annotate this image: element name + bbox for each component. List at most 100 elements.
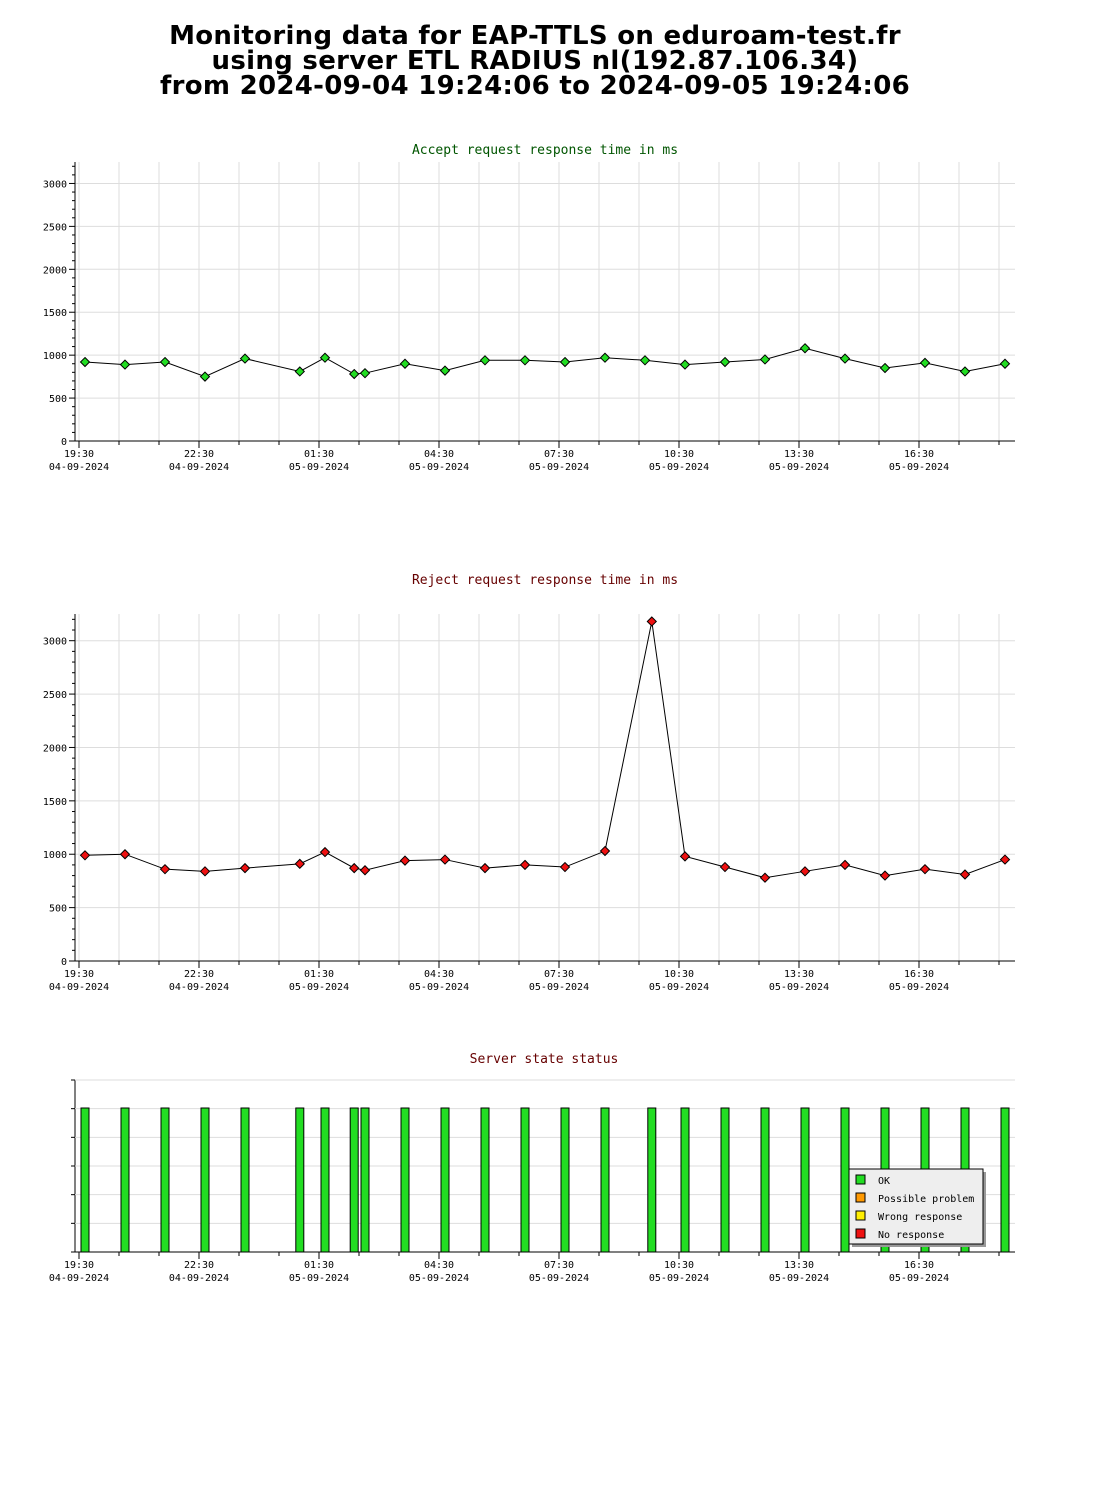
data-point xyxy=(239,353,251,364)
data-point xyxy=(479,355,491,366)
data-point xyxy=(879,362,891,374)
x-tick-label-time: 13:30 xyxy=(784,1260,814,1271)
y-tick-label: 1500 xyxy=(43,797,67,808)
x-tick-label-time: 01:30 xyxy=(304,969,334,980)
data-point xyxy=(359,865,371,876)
y-tick-label: 3000 xyxy=(43,179,67,190)
legend-swatch xyxy=(855,1228,866,1239)
x-tick-label-time: 01:30 xyxy=(304,1260,334,1271)
status-bar xyxy=(560,1107,570,1253)
y-tick-label: 2000 xyxy=(43,743,67,754)
data-point xyxy=(559,861,571,873)
legend-swatch xyxy=(855,1210,866,1221)
status-bar xyxy=(840,1107,850,1253)
status-bar xyxy=(440,1107,450,1253)
data-point xyxy=(439,854,451,865)
x-tick-label-date: 05-09-2024 xyxy=(529,462,589,473)
data-point xyxy=(799,343,811,354)
x-tick-label-time: 10:30 xyxy=(664,449,694,460)
x-tick-label-time: 16:30 xyxy=(904,1260,934,1271)
x-tick-label-date: 05-09-2024 xyxy=(889,982,949,993)
x-tick-label-date: 05-09-2024 xyxy=(409,1273,469,1284)
status-bar xyxy=(480,1107,490,1253)
data-point xyxy=(79,850,91,861)
x-tick-label-time: 07:30 xyxy=(544,969,574,980)
data-point xyxy=(294,858,306,870)
status-bar xyxy=(160,1107,170,1253)
x-tick-label-time: 07:30 xyxy=(544,449,574,460)
y-tick-label: 3000 xyxy=(43,637,67,648)
data-point xyxy=(359,367,371,379)
y-tick-label: 0 xyxy=(61,437,67,448)
x-tick-label-date: 05-09-2024 xyxy=(409,462,469,473)
status-bar xyxy=(295,1107,305,1253)
page-title: Monitoring data for EAP-TTLS on eduroam-… xyxy=(0,21,1070,99)
x-tick-label-date: 05-09-2024 xyxy=(649,982,709,993)
title-line-2: using server ETL RADIUS nl(192.87.106.34… xyxy=(211,46,859,76)
status-bar xyxy=(320,1107,330,1253)
chart-title: Server state status xyxy=(470,1052,619,1067)
x-tick-label-date: 05-09-2024 xyxy=(529,982,589,993)
data-point xyxy=(319,352,331,363)
data-point xyxy=(348,862,360,874)
status-bar xyxy=(680,1107,690,1253)
status-bar xyxy=(120,1107,130,1253)
x-tick-label-time: 22:30 xyxy=(184,449,214,460)
y-tick-label: 1000 xyxy=(43,850,67,861)
y-tick-label: 1500 xyxy=(43,308,67,319)
data-point xyxy=(999,854,1011,865)
x-tick-label-date: 05-09-2024 xyxy=(409,982,469,993)
data-point xyxy=(719,861,731,873)
series-line xyxy=(84,347,1006,378)
data-point xyxy=(879,870,891,881)
data-point xyxy=(348,368,360,380)
data-point xyxy=(294,366,306,377)
data-point xyxy=(646,616,658,627)
data-point xyxy=(959,869,971,880)
x-tick-label-date: 05-09-2024 xyxy=(289,462,349,473)
accept-response-chart: Accept request response time in ms 0 500 10… xyxy=(43,143,1015,473)
legend-label: Wrong response xyxy=(878,1212,962,1223)
x-tick-label-time: 19:30 xyxy=(64,449,94,460)
data-point xyxy=(519,355,531,366)
y-tick-label: 2500 xyxy=(43,222,67,233)
data-point xyxy=(479,862,491,874)
status-bar xyxy=(400,1107,410,1253)
x-tick-label-time: 07:30 xyxy=(544,1260,574,1271)
data-point xyxy=(119,359,131,370)
x-tick-label-time: 16:30 xyxy=(904,449,934,460)
x-tick-label-date: 05-09-2024 xyxy=(649,462,709,473)
x-tick-label-date: 04-09-2024 xyxy=(49,1273,109,1284)
title-line-1: Monitoring data for EAP-TTLS on eduroam-… xyxy=(169,21,901,51)
data-point xyxy=(519,859,531,871)
data-point xyxy=(919,357,931,369)
status-bar xyxy=(520,1107,530,1253)
x-tick-label-date: 05-09-2024 xyxy=(889,462,949,473)
x-tick-label-date: 04-09-2024 xyxy=(169,982,229,993)
data-point xyxy=(719,356,731,368)
data-point xyxy=(79,356,91,368)
data-point xyxy=(439,365,451,376)
data-point xyxy=(839,353,851,364)
data-point xyxy=(159,863,171,875)
chart-title: Accept request response time in ms xyxy=(412,143,678,158)
legend-swatch xyxy=(855,1174,866,1185)
data-point xyxy=(599,845,611,857)
legend-label: No response xyxy=(878,1230,944,1241)
x-tick-label-date: 04-09-2024 xyxy=(49,462,109,473)
data-point xyxy=(999,358,1011,369)
status-bar xyxy=(200,1107,210,1253)
legend-box xyxy=(848,1168,984,1245)
x-tick-label-date: 05-09-2024 xyxy=(289,982,349,993)
x-tick-label-date: 05-09-2024 xyxy=(889,1273,949,1284)
x-tick-label-time: 04:30 xyxy=(424,969,454,980)
x-tick-label-date: 05-09-2024 xyxy=(649,1273,709,1284)
data-point xyxy=(679,359,691,370)
status-bar xyxy=(760,1107,770,1253)
data-point xyxy=(559,356,571,368)
status-bar xyxy=(80,1107,90,1253)
data-point xyxy=(639,355,651,366)
x-tick-label-date: 05-09-2024 xyxy=(529,1273,589,1284)
data-point xyxy=(199,866,211,877)
legend-label: OK xyxy=(878,1176,890,1187)
